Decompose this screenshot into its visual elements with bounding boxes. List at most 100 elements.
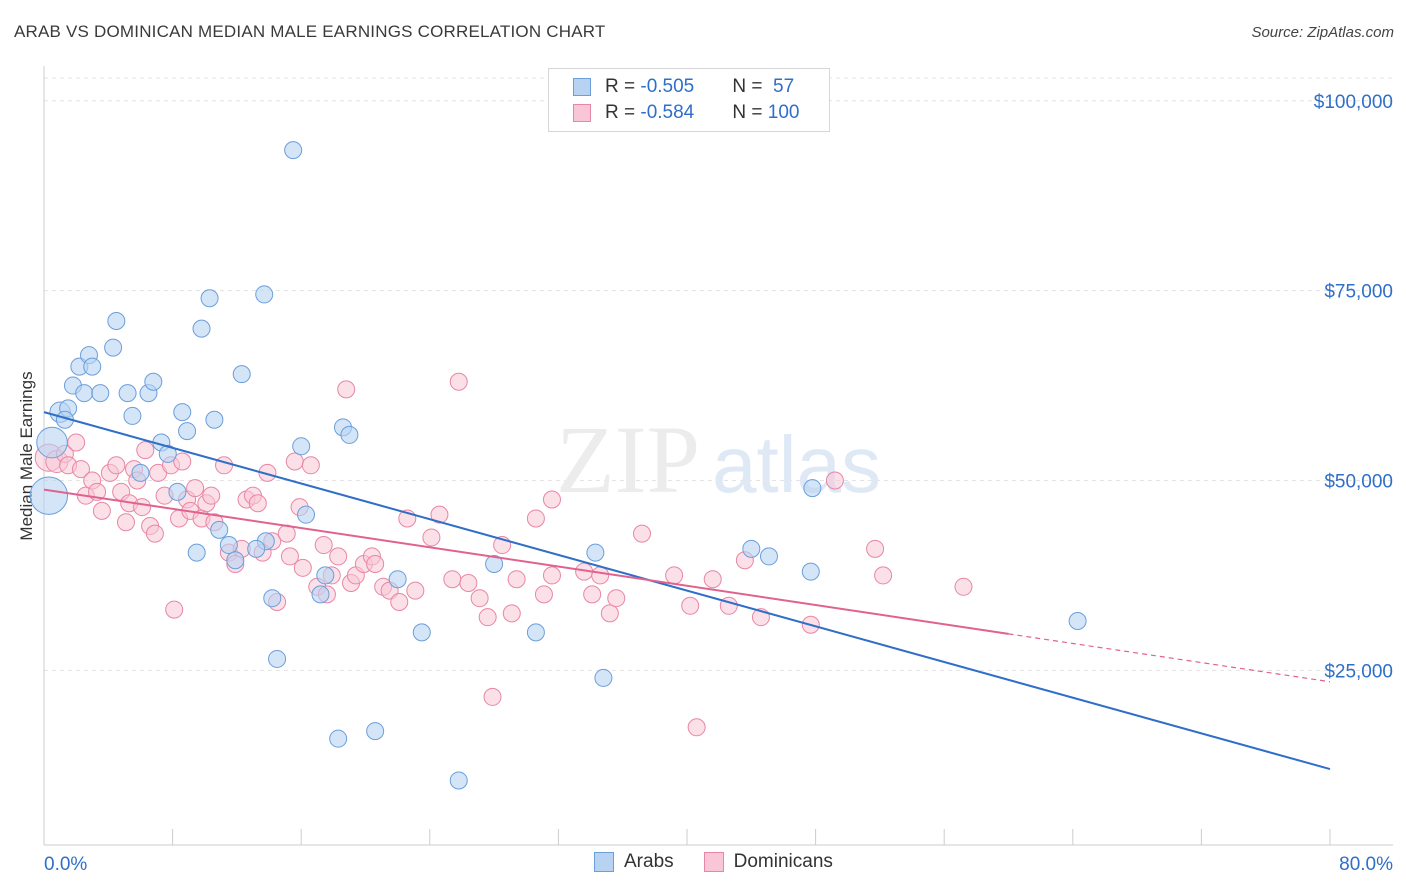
- dominican-point: [173, 452, 192, 471]
- legend-n-label: N =: [732, 102, 768, 123]
- bottom-legend: Arabs Dominicans: [594, 851, 833, 873]
- arab-point: [263, 589, 282, 608]
- dominicans-legend-label: Dominicans: [733, 851, 833, 872]
- dominican-point: [422, 528, 441, 547]
- arab-point: [803, 479, 822, 498]
- arab-point: [247, 539, 266, 558]
- dominican-point: [202, 486, 221, 505]
- dominican-point: [954, 577, 973, 596]
- source-label: Source: ZipAtlas.com: [1251, 24, 1394, 41]
- legend-n-value: 100: [767, 102, 800, 123]
- dominican-point: [258, 463, 277, 482]
- dominican-point: [591, 566, 610, 585]
- arab-point: [210, 520, 229, 539]
- arab-point: [594, 668, 613, 687]
- arabs-legend-label: Arabs: [624, 851, 674, 872]
- legend-row-dominicans: R = -0.584 N = 100: [573, 101, 799, 125]
- dominicans-legend-swatch: [703, 852, 724, 872]
- arabs-legend-swatch: [594, 852, 614, 872]
- dominican-point: [483, 687, 502, 706]
- legend-r-label: R =: [605, 102, 641, 123]
- y-tick-label: $50,000: [1324, 471, 1393, 492]
- dominicans-swatch: [573, 104, 591, 122]
- dominican-point: [542, 490, 561, 509]
- dominican-point: [542, 566, 561, 585]
- dominican-point: [285, 452, 304, 471]
- dominican-point: [449, 372, 468, 391]
- arab-point: [226, 551, 245, 570]
- dominican-point: [478, 608, 497, 627]
- arab-point: [205, 410, 224, 429]
- arab-point: [485, 555, 504, 574]
- arab-point: [268, 649, 287, 668]
- y-tick-label: $100,000: [1314, 92, 1393, 113]
- x-tick-label: 0.0%: [44, 854, 87, 875]
- dominican-point: [145, 524, 164, 543]
- dominican-point: [443, 570, 462, 589]
- chart-title: ARAB VS DOMINICAN MEDIAN MALE EARNINGS C…: [14, 22, 606, 41]
- dominican-point: [534, 585, 553, 604]
- arab-point: [316, 566, 335, 585]
- arab-point: [526, 623, 545, 642]
- legend-n-value: 57: [767, 76, 795, 97]
- arab-point: [292, 437, 311, 456]
- dominican-point: [430, 505, 449, 524]
- arab-point: [759, 547, 778, 566]
- dominican-point: [526, 509, 545, 528]
- dominican-point: [632, 524, 651, 543]
- arab-point: [91, 384, 110, 403]
- arab-point: [388, 570, 407, 589]
- watermark-zip: ZIP: [556, 406, 700, 513]
- arab-point: [107, 312, 126, 331]
- dominican-point: [136, 441, 155, 460]
- arab-point: [173, 403, 192, 422]
- dominican-point: [600, 604, 619, 623]
- legend-r-value: -0.505: [640, 76, 695, 97]
- dominican-point: [329, 547, 348, 566]
- dominican-point: [133, 498, 152, 517]
- arab-point: [131, 463, 150, 482]
- arabs-swatch: [573, 78, 591, 96]
- dominican-point: [874, 566, 893, 585]
- arab-point: [801, 562, 820, 581]
- dominican-point: [866, 539, 885, 558]
- dominicans-trend-line: [43, 488, 1009, 635]
- arab-point: [168, 482, 187, 501]
- legend-r-value: -0.584: [640, 102, 695, 123]
- arab-point: [586, 543, 605, 562]
- arab-point: [329, 729, 348, 748]
- legend-r-label: R =: [605, 76, 641, 97]
- arab-point: [187, 543, 206, 562]
- dominican-point: [107, 456, 126, 475]
- arab-point: [29, 476, 69, 515]
- dominican-point: [215, 456, 234, 475]
- dominican-point: [665, 566, 684, 585]
- dominican-point: [116, 513, 135, 532]
- arab-point: [232, 365, 251, 384]
- dominicans-trend-extension: [1008, 633, 1331, 683]
- arab-point: [219, 536, 238, 555]
- arab-point: [192, 319, 211, 338]
- x-tick-label: 80.0%: [1339, 854, 1393, 875]
- dominicans-points: [34, 372, 973, 737]
- dominican-point: [314, 536, 333, 555]
- dominican-point: [681, 596, 700, 615]
- y-tick-label: $75,000: [1324, 282, 1393, 303]
- dominican-point: [337, 380, 356, 399]
- dominican-point: [92, 501, 111, 520]
- dominican-point: [186, 479, 205, 498]
- dominican-point: [366, 555, 385, 574]
- dominican-point: [703, 570, 722, 589]
- dominican-point: [248, 494, 267, 513]
- legend-n-label: N =: [732, 76, 768, 97]
- dominican-point: [165, 600, 184, 619]
- dominican-point: [825, 471, 844, 490]
- arab-point: [75, 384, 94, 403]
- legend-box: R = -0.505 N = 57 R = -0.584 N = 100: [548, 68, 830, 132]
- dominican-point: [583, 585, 602, 604]
- dominican-point: [280, 547, 299, 566]
- arab-point: [158, 444, 177, 463]
- arab-point: [36, 426, 68, 459]
- arab-point: [83, 357, 102, 376]
- arab-point: [449, 771, 468, 790]
